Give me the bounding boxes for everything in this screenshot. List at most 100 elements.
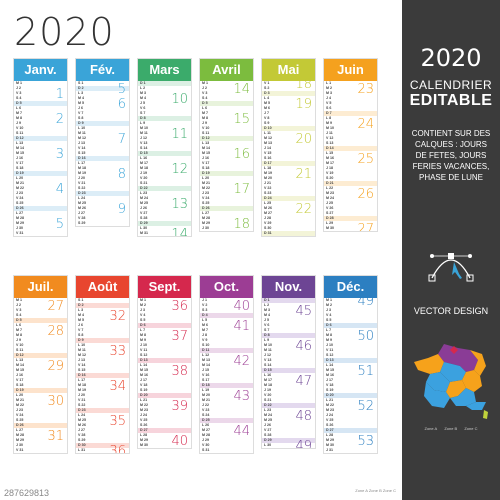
day-row: J 13 <box>76 358 129 363</box>
day-row: S 30 <box>262 226 315 231</box>
day-label: M 15 <box>326 368 334 372</box>
day-row: M 2 <box>324 303 377 308</box>
day-label: S 17 <box>202 378 210 382</box>
day-row: M 6 <box>262 106 315 111</box>
day-label: J 20 <box>78 393 85 397</box>
day-row: M 26 <box>262 206 315 211</box>
week-number: 3 <box>55 147 64 162</box>
day-label: M 23 <box>140 408 148 412</box>
day-label: J 2 <box>16 303 21 307</box>
day-row: L 15 <box>324 151 377 156</box>
week-number: 39 <box>171 399 188 414</box>
day-row: L 27 <box>14 428 67 433</box>
day-row: S 15 <box>76 151 129 156</box>
day-row: L 17 <box>76 161 129 166</box>
day-label: M 18 <box>78 166 86 170</box>
day-label: D 27 <box>326 428 334 432</box>
day-row: V 10 <box>200 126 253 131</box>
day-label: D 8 <box>264 333 270 337</box>
day-label: J 23 <box>16 408 23 412</box>
day-row: D 23 <box>76 191 129 196</box>
day-label: D 16 <box>78 156 86 160</box>
day-label: V 2 <box>202 303 208 307</box>
day-label: S 21 <box>264 398 272 402</box>
day-label: M 26 <box>78 206 86 210</box>
day-row: S 13 <box>324 141 377 146</box>
day-row: J 29 <box>200 438 253 443</box>
day-label: M 5 <box>264 101 270 105</box>
day-label: M 14 <box>202 363 210 367</box>
year-title: 2020 <box>14 10 115 54</box>
day-row: M 12 <box>76 353 129 358</box>
day-row: L 2 <box>262 303 315 308</box>
day-label: V 18 <box>326 383 334 387</box>
month-name: Août <box>87 279 118 294</box>
month-name: Mars <box>149 62 180 77</box>
day-label: V 25 <box>140 418 148 422</box>
legend-zone-b: Zone B <box>444 426 458 431</box>
day-row: J 14 <box>262 146 315 151</box>
month-header: Mai <box>262 59 315 81</box>
day-label: D 19 <box>202 171 210 175</box>
day-row: D 15 <box>138 151 191 156</box>
day-label: J 16 <box>16 156 23 160</box>
day-label: M 6 <box>264 106 270 110</box>
day-row: L 13 <box>14 358 67 363</box>
day-label: L 9 <box>264 338 270 342</box>
day-label: V 14 <box>78 363 86 367</box>
day-row: M 29 <box>138 438 191 443</box>
day-row: D 9 <box>76 121 129 126</box>
day-label: M 30 <box>326 443 334 447</box>
day-label: M 12 <box>78 353 86 357</box>
day-label: D 3 <box>264 91 270 95</box>
day-row: M 22 <box>138 403 191 408</box>
day-row: S 19 <box>324 388 377 393</box>
day-row: S 9 <box>262 121 315 126</box>
day-label: M 16 <box>140 373 148 377</box>
day-row: V 10 <box>14 343 67 348</box>
day-row: L 20 <box>14 393 67 398</box>
day-row: D 26 <box>200 206 253 211</box>
day-row: J 13 <box>76 141 129 146</box>
day-row: V 3 <box>200 91 253 96</box>
week-number: 38 <box>171 364 188 379</box>
day-row: M 3 <box>138 91 191 96</box>
day-label: M 4 <box>78 96 84 100</box>
day-label: M 21 <box>202 398 210 402</box>
day-row: M 2 <box>138 303 191 308</box>
day-row: D 16 <box>76 373 129 378</box>
day-label: M 21 <box>16 398 24 402</box>
day-row: V 28 <box>76 433 129 438</box>
day-label: D 9 <box>78 121 84 125</box>
day-row: J 11 <box>324 131 377 136</box>
day-row: J 16 <box>200 156 253 161</box>
day-row: M 18 <box>76 166 129 171</box>
day-label: D 18 <box>202 383 210 387</box>
week-number: 31 <box>47 429 64 444</box>
week-number: 12 <box>171 162 188 177</box>
day-label: M 17 <box>264 378 272 382</box>
day-row: M 8 <box>138 333 191 338</box>
week-number: 6 <box>117 97 126 112</box>
day-row: J 17 <box>138 378 191 383</box>
day-row: M 26 <box>76 206 129 211</box>
day-label: S 11 <box>202 131 210 135</box>
day-label: J 26 <box>140 206 147 210</box>
day-label: M 8 <box>16 333 22 337</box>
day-label: L 10 <box>78 126 86 130</box>
day-row: M 11 <box>262 348 315 353</box>
day-label: L 4 <box>264 96 270 100</box>
day-row: S 1 <box>76 298 129 303</box>
day-row: S 18 <box>14 383 67 388</box>
day-row: L 20 <box>200 176 253 181</box>
day-label: M 9 <box>140 338 146 342</box>
day-label: S 25 <box>16 418 24 422</box>
day-row: S 29 <box>76 438 129 443</box>
month-header: Sept. <box>138 276 191 298</box>
day-label: M 15 <box>16 151 24 155</box>
footer-zone-c: Zone C <box>382 488 396 493</box>
week-number: 52 <box>357 399 374 414</box>
day-row: L 13 <box>200 141 253 146</box>
day-row: M 7 <box>200 111 253 116</box>
